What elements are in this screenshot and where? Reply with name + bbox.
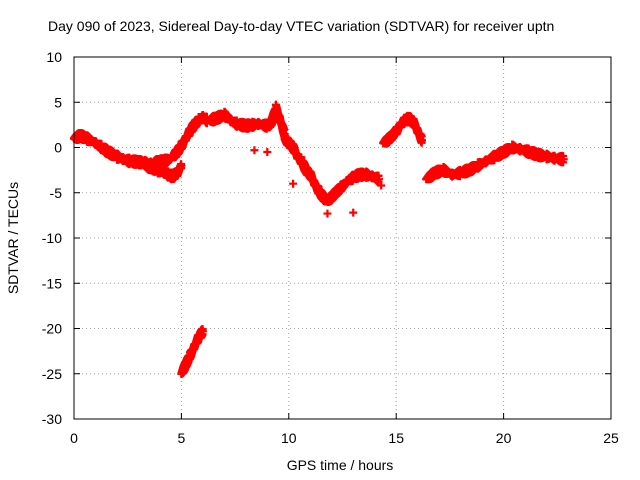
plus-marker	[177, 161, 186, 170]
data-point-isolated	[289, 179, 298, 188]
data-points	[70, 100, 568, 378]
y-tick-label: 5	[54, 94, 62, 110]
x-tick-label: 15	[388, 430, 404, 446]
data-point-isolated	[250, 146, 259, 155]
plus-marker	[349, 208, 358, 217]
plus-marker	[263, 148, 272, 157]
data-point-low-lower	[177, 161, 186, 170]
x-tick-label: 10	[281, 430, 297, 446]
plus-marker	[250, 146, 259, 155]
x-tick-label: 0	[70, 430, 78, 446]
data-point-isolated	[349, 208, 358, 217]
y-tick-label: 10	[46, 49, 62, 65]
x-tick-label: 25	[603, 430, 619, 446]
x-tick-label: 20	[496, 430, 512, 446]
data-point-isolated	[263, 148, 272, 157]
data-point-isolated	[323, 209, 332, 218]
x-tick-label: 5	[178, 430, 186, 446]
plus-marker	[289, 179, 298, 188]
plus-marker	[323, 209, 332, 218]
x-axis: 0 5 10 15 20 25	[70, 57, 619, 446]
grid-lines	[74, 57, 611, 419]
